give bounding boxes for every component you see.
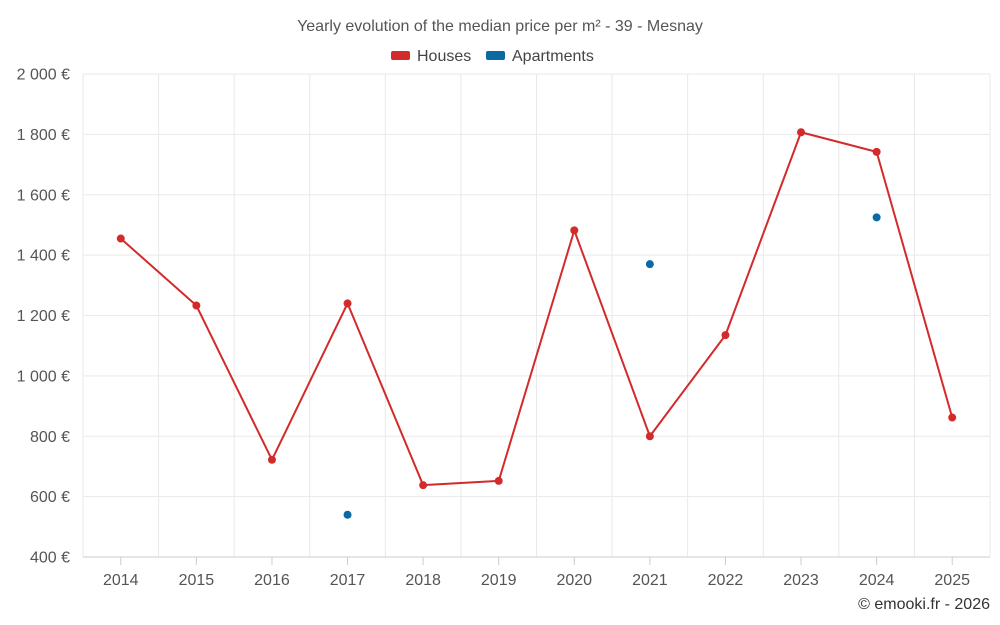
y-tick-label: 1 600 € (17, 187, 70, 204)
y-tick-label: 1 400 € (17, 248, 70, 265)
data-point-houses[interactable] (192, 301, 201, 310)
x-tick-label: 2025 (934, 572, 970, 589)
x-tick-label: 2015 (179, 572, 215, 589)
gridlines (82, 73, 991, 557)
legend-apartments-label[interactable]: Apartments (512, 48, 594, 65)
y-tick-label: 2 000 € (17, 67, 70, 84)
data-point-houses[interactable] (872, 147, 881, 156)
data-point-houses[interactable] (721, 331, 730, 340)
y-tick-label: 600 € (30, 489, 70, 506)
data-point-houses[interactable] (116, 234, 125, 243)
data-point-apartments[interactable] (872, 213, 881, 222)
data-point-houses[interactable] (948, 413, 957, 422)
data-point-houses[interactable] (645, 432, 654, 441)
data-point-houses[interactable] (343, 299, 352, 308)
y-axis-ticks: 400 € 600 € 800 € 1 000 € 1 200 € 1 400 € 1 60… (17, 67, 70, 567)
x-tick-label: 2018 (405, 572, 441, 589)
x-tick-label: 2016 (254, 572, 290, 589)
legend: Houses Apartments (391, 48, 594, 65)
chart-title: Yearly evolution of the median price per… (297, 18, 703, 35)
legend-houses-label[interactable]: Houses (417, 48, 471, 65)
x-tick-label: 2023 (783, 572, 819, 589)
y-tick-label: 800 € (30, 429, 70, 446)
data-point-houses[interactable] (797, 128, 806, 137)
data-point-apartments[interactable] (645, 260, 654, 269)
data-point-apartments[interactable] (343, 510, 352, 519)
series-line-houses (120, 131, 954, 487)
data-point-houses[interactable] (419, 481, 428, 490)
series-apartments (343, 213, 881, 519)
x-tick-label: 2014 (103, 572, 139, 589)
credit: © emooki.fr - 2026 (858, 596, 990, 613)
data-point-houses[interactable] (570, 226, 579, 235)
data-point-houses[interactable] (267, 455, 276, 464)
y-tick-label: 400 € (30, 550, 70, 567)
y-tick-label: 1 200 € (17, 308, 70, 325)
x-tick-label: 2022 (708, 572, 744, 589)
y-tick-label: 1 800 € (17, 127, 70, 144)
series-houses (116, 128, 957, 490)
y-tick-label: 1 000 € (17, 368, 70, 385)
legend-apartments-swatch[interactable] (486, 51, 505, 60)
legend-houses-swatch[interactable] (391, 51, 410, 60)
x-axis-ticks: 2014 2015 2016 2017 2018 2019 2020 2021 2022 2023… (103, 557, 970, 589)
x-tick-label: 2020 (556, 572, 592, 589)
x-tick-label: 2024 (859, 572, 895, 589)
series-layer (116, 128, 957, 519)
x-tick-label: 2017 (330, 572, 366, 589)
x-tick-label: 2021 (632, 572, 668, 589)
x-tick-label: 2019 (481, 572, 517, 589)
data-point-houses[interactable] (494, 476, 503, 485)
